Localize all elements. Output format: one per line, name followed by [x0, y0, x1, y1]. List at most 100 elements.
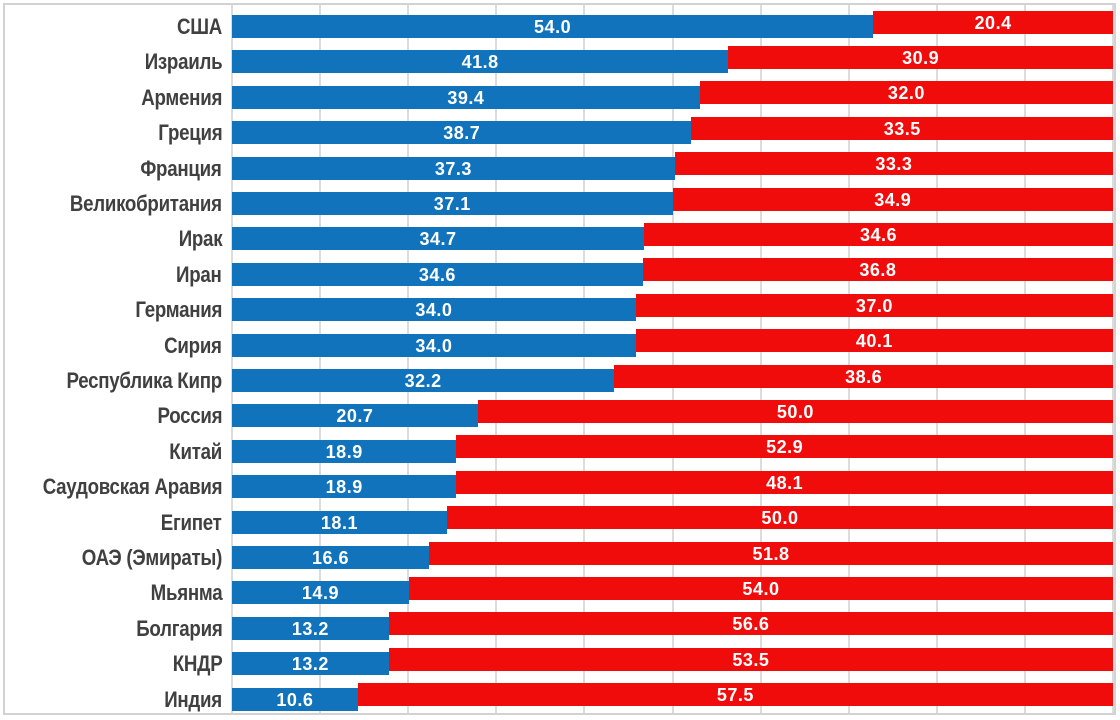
red-bar: 50.0 [477, 399, 1113, 423]
category-label: Великобритания [70, 191, 222, 216]
vertical-gridline [583, 5, 586, 713]
red-bar: 36.8 [642, 258, 1113, 282]
blue-bar-value: 32.2 [404, 371, 442, 391]
red-bar: 48.1 [456, 470, 1113, 494]
vertical-gridline [671, 5, 674, 713]
red-bar: 32.0 [699, 81, 1113, 105]
red-bar: 20.4 [873, 10, 1113, 34]
blue-bar-value: 34.0 [415, 335, 453, 356]
blue-bar-value: 54.0 [534, 17, 572, 37]
blue-bar: 34.0 [232, 333, 636, 357]
blue-bar: 16.6 [232, 546, 430, 569]
red-bar-value: 48.1 [766, 472, 804, 493]
blue-bar: 34.7 [232, 227, 644, 251]
category-label: Германия [135, 297, 222, 323]
category-label: Иран [176, 261, 222, 287]
blue-bar: 54.0 [232, 15, 874, 38]
blue-bar-value: 38.7 [443, 123, 481, 144]
red-bar-value: 34.6 [859, 224, 898, 245]
blue-bar-value: 18.9 [325, 441, 363, 462]
blue-bar-value: 16.6 [312, 548, 350, 568]
blue-bar: 13.2 [232, 616, 389, 640]
red-bar-value: 51.8 [752, 543, 790, 564]
category-label: Болгария [135, 615, 223, 641]
category-label: Саудовская Аравия [42, 474, 222, 500]
red-bar-value: 30.9 [902, 47, 940, 68]
category-label: Мьянма [150, 580, 222, 606]
red-bar: 33.5 [691, 116, 1113, 140]
category-label: Египет [161, 509, 222, 535]
blue-bar-value: 18.1 [320, 512, 358, 533]
category-label: Израиль [144, 49, 222, 75]
red-bar: 37.0 [635, 293, 1113, 317]
blue-bar: 37.1 [232, 192, 673, 215]
chart-border-frame [3, 3, 1116, 715]
red-bar: 40.1 [635, 329, 1113, 353]
category-label: Республика Кипр [66, 368, 223, 393]
red-bar-value: 37.0 [855, 295, 893, 316]
red-bar: 51.8 [429, 541, 1113, 565]
blue-bar: 18.9 [232, 439, 457, 463]
blue-bar-value: 14.9 [301, 583, 339, 604]
red-bar-value: 56.6 [732, 614, 770, 635]
red-bar: 53.5 [388, 647, 1113, 671]
red-bar: 30.9 [728, 45, 1113, 69]
category-label: США [176, 14, 222, 39]
vertical-gridline [935, 5, 938, 713]
category-label: ОАЭ (Эмираты) [81, 545, 223, 570]
blue-bar-value: 34.0 [415, 300, 453, 321]
vertical-gridline [495, 5, 498, 713]
red-bar-value: 54.0 [742, 578, 780, 599]
category-label: Индия [164, 686, 222, 712]
vertical-gridline [1023, 5, 1026, 713]
red-bar: 33.3 [674, 152, 1113, 176]
red-bar: 52.9 [456, 435, 1113, 459]
blue-bar: 39.4 [232, 85, 700, 109]
category-label: Сирия [164, 332, 222, 358]
vertical-gridline [319, 5, 322, 713]
red-bar-value: 40.1 [855, 331, 893, 352]
blue-bar: 37.3 [232, 156, 675, 180]
blue-bar: 18.1 [232, 510, 447, 534]
blue-bar-value: 20.7 [336, 406, 374, 427]
blue-bar-value: 39.4 [447, 87, 485, 108]
blue-bar: 41.8 [232, 50, 729, 74]
blue-bar: 34.0 [232, 298, 636, 322]
red-bar: 34.9 [672, 187, 1113, 211]
blue-bar-value: 41.8 [461, 52, 499, 73]
category-label: Армения [141, 84, 222, 110]
red-bar: 54.0 [408, 576, 1113, 600]
red-bar-value: 57.5 [716, 685, 754, 706]
vertical-gridline [847, 5, 850, 713]
blue-bar-value: 37.1 [433, 194, 471, 214]
blue-bar: 34.6 [232, 262, 643, 286]
vertical-gridline [407, 5, 410, 713]
red-bar-value: 50.0 [776, 401, 814, 422]
category-label: КНДР [172, 651, 222, 677]
blue-bar-value: 18.9 [325, 477, 363, 498]
red-bar-value: 33.3 [875, 154, 913, 175]
category-label: Франция [140, 155, 222, 181]
vertical-gridline [231, 5, 233, 713]
category-label: Россия [157, 403, 222, 429]
red-bar: 38.6 [614, 364, 1113, 388]
red-bar: 56.6 [388, 612, 1113, 636]
red-bar-value: 50.0 [761, 508, 799, 529]
vertical-gridline [1112, 5, 1114, 713]
red-bar: 57.5 [357, 683, 1113, 707]
category-label: Китай [169, 438, 222, 464]
blue-bar: 13.2 [232, 652, 389, 676]
category-label: Греция [157, 120, 222, 146]
red-bar-value: 36.8 [859, 260, 897, 281]
blue-bar: 10.6 [232, 687, 358, 711]
vertical-gridline [759, 5, 762, 713]
blue-bar-value: 13.2 [291, 654, 329, 675]
red-bar-value: 20.4 [974, 12, 1012, 33]
red-bar-value: 33.5 [883, 118, 921, 139]
red-bar-value: 32.0 [887, 83, 925, 104]
blue-bar: 14.9 [232, 581, 409, 605]
blue-bar-value: 10.6 [276, 689, 314, 710]
blue-bar: 20.7 [232, 404, 478, 428]
blue-bar-value: 13.2 [291, 618, 329, 639]
